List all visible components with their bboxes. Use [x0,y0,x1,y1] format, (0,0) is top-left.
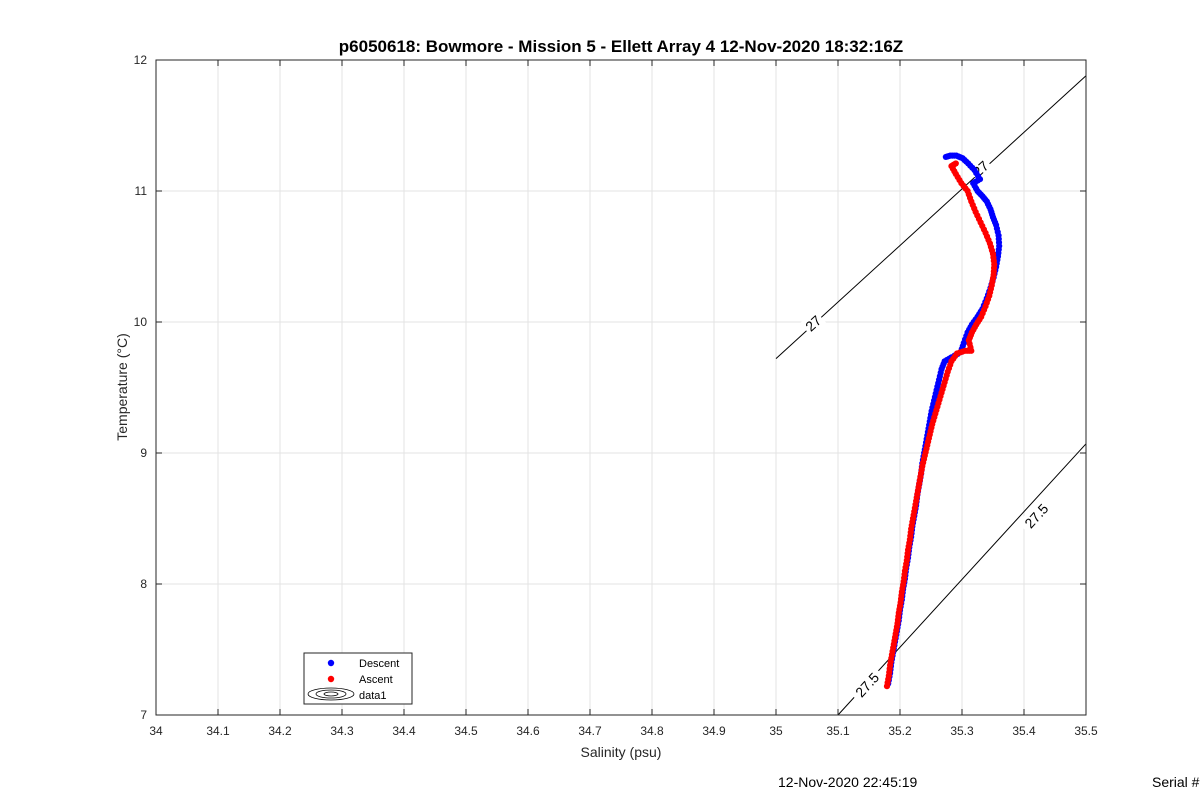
x-tick-label: 35.4 [1012,724,1036,738]
x-tick-label: 35.5 [1074,724,1098,738]
y-tick-label: 8 [140,577,147,591]
legend-ascent-label: Ascent [359,674,393,686]
x-tick-label: 35.3 [950,724,974,738]
legend-contour-icon [307,687,355,701]
x-tick-label: 35.1 [826,724,850,738]
y-tick-label: 7 [140,708,147,722]
legend-descent-label: Descent [359,658,399,670]
chart-title: p6050618: Bowmore - Mission 5 - Ellett A… [339,37,903,56]
footer-timestamp: 12-Nov-2020 22:45:19 [778,774,918,790]
x-tick-label: 34.4 [392,724,416,738]
x-tick-label: 35 [769,724,783,738]
contour-label-background [967,155,995,183]
y-tick-label: 12 [134,53,148,67]
y-tick-label: 10 [134,315,148,329]
density-contour-line-27 [775,75,1087,360]
contour-label-background [848,665,886,705]
contour-label-background [1017,496,1056,536]
x-tick-label: 34.1 [206,724,230,738]
contour-label: 27 [802,312,824,334]
x-tick-label: 34.8 [640,724,664,738]
legend-box [303,652,413,705]
y-tick-label: 9 [140,446,147,460]
ascent-point [952,160,959,167]
footer-serial: Serial # [1152,774,1200,790]
x-tick-label: 34.5 [454,724,478,738]
legend-data1-label: data1 [359,690,387,702]
legend-descent-marker [327,659,335,667]
x-tick-label: 34 [149,724,163,738]
legend: Descent Ascent data1 [303,652,413,705]
plot-area-border [155,59,1087,716]
y-axis-ticks: 7 8 9 10 11 12 [134,53,1086,722]
x-tick-label: 35.2 [888,724,912,738]
grid-lines [156,60,1086,715]
ascent-series [883,160,998,690]
legend-ascent-marker [327,675,335,683]
x-tick-label: 34.3 [330,724,354,738]
contour-label-background [799,309,827,337]
x-tick-label: 34.2 [268,724,292,738]
x-tick-label: 34.6 [516,724,540,738]
y-tick-label: 11 [135,184,148,198]
x-tick-label: 34.7 [578,724,602,738]
y-axis-label: Temperature (°C) [114,333,130,441]
descent-point [942,153,949,161]
x-axis-label: Salinity (psu) [581,744,662,760]
density-contour-line-27-5 [837,443,1087,716]
x-axis-ticks: 34 34.1 34.2 34.3 34.4 34.5 34.6 34.7 34.8 34.9 35… [149,60,1098,738]
x-tick-label: 34.9 [702,724,726,738]
